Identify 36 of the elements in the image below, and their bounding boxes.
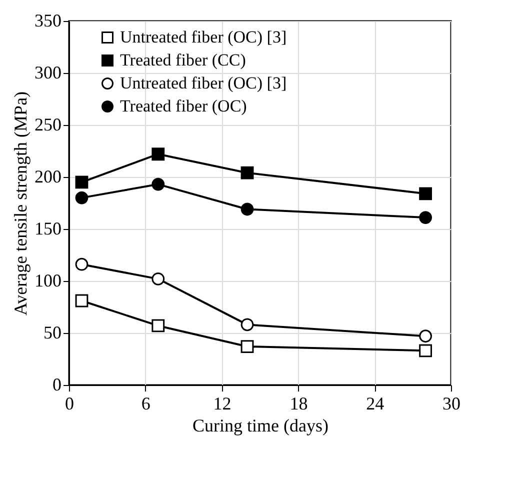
y-tick-label: 150 xyxy=(34,218,62,238)
legend-label: Untreated fiber (OC) [3] xyxy=(120,74,287,92)
y-tick-label: 300 xyxy=(34,62,62,82)
x-axis-title: Curing time (days) xyxy=(192,416,328,436)
y-tick-label: 100 xyxy=(34,270,62,290)
x-tick-label: 24 xyxy=(366,394,384,414)
y-tick-label: 350 xyxy=(34,10,62,30)
y-axis-title: Average tensile strength (MPa) xyxy=(10,91,30,316)
point xyxy=(419,211,432,224)
legend-label: Untreated fiber (OC) [3] xyxy=(120,28,287,46)
point xyxy=(419,344,432,358)
y-tick-label: 50 xyxy=(44,322,62,342)
y-tick-label: 200 xyxy=(34,166,62,186)
point xyxy=(75,294,88,308)
legend-label: Treated fiber (OC) xyxy=(120,96,247,116)
x-tick-label: 30 xyxy=(442,394,460,414)
legend-label: Treated fiber (CC) xyxy=(120,50,246,70)
point xyxy=(240,318,254,332)
point xyxy=(152,272,165,286)
x-tick-label: 0 xyxy=(65,394,74,414)
x-tick-label: 18 xyxy=(290,394,308,414)
point xyxy=(419,187,432,200)
y-tick-label: 250 xyxy=(34,114,62,134)
point xyxy=(240,166,254,180)
y-tick-label: 0 xyxy=(52,374,62,394)
x-tick-label: 6 xyxy=(141,394,150,414)
point xyxy=(152,178,165,191)
point xyxy=(240,340,254,353)
point xyxy=(152,319,165,332)
point xyxy=(75,258,88,271)
point xyxy=(419,330,432,343)
x-tick-label: 12 xyxy=(213,394,232,414)
point xyxy=(152,148,165,161)
point xyxy=(75,176,88,189)
point xyxy=(75,191,88,204)
point xyxy=(240,202,254,216)
